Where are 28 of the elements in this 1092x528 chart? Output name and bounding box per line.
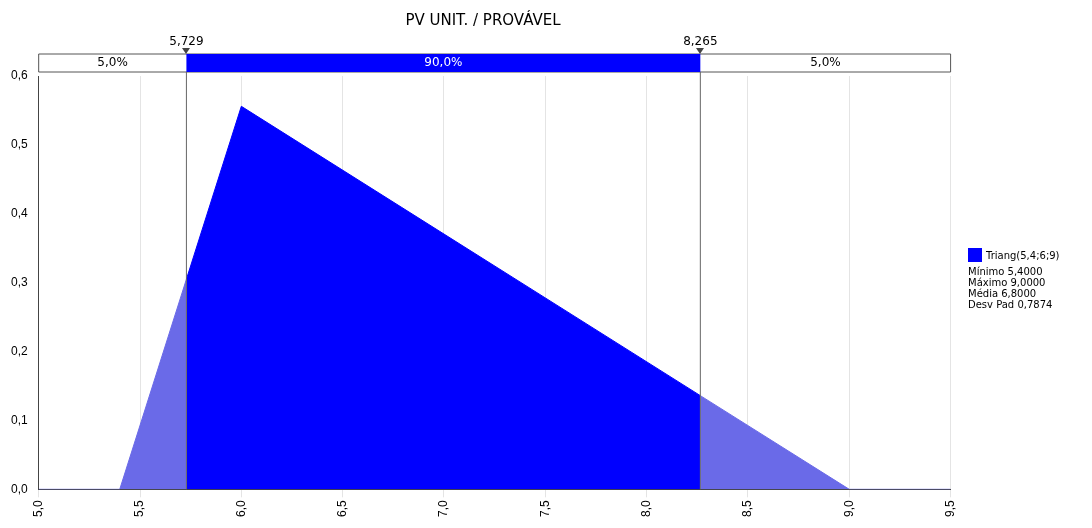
- y-tick-label: 0,3: [10, 274, 28, 289]
- y-tick-label: 0,6: [10, 68, 28, 83]
- x-tick-label: 5,5: [132, 500, 147, 518]
- x-tick-label: 5,0: [30, 500, 45, 518]
- y-tick-label: 0,1: [10, 412, 28, 427]
- text: 90,0%: [424, 55, 463, 70]
- x-tick-label: 6,0: [233, 500, 248, 518]
- y-tick-label: 0,2: [10, 343, 28, 358]
- x-tick-label: 8,5: [740, 500, 755, 518]
- x-tick-label: 7,0: [436, 500, 451, 518]
- y-tick-label: 0,5: [10, 137, 28, 152]
- ref-line-label: 8,265: [683, 34, 718, 49]
- y-tick-label: 0,4: [10, 206, 28, 221]
- x-tick-label: 6,5: [334, 500, 349, 518]
- text: Mínimo 5,4000: [968, 266, 1044, 277]
- chart-title: PV UNIT. / PROVÁVEL: [405, 9, 562, 29]
- x-tick-label: 9,0: [841, 500, 856, 518]
- ref-line-label: 5,729: [169, 34, 204, 49]
- text: Máximo 9,0000: [968, 277, 1047, 288]
- text: Média 6,8000: [968, 288, 1038, 299]
- text: 5,0%: [810, 55, 841, 70]
- x-tick-label: 8,0: [638, 500, 653, 518]
- y-tick-label: 0,0: [10, 481, 28, 496]
- x-tick-label: 9,5: [942, 500, 957, 518]
- legend-label: Triang(5,4;6;9): [986, 249, 1060, 261]
- text: 5,0%: [97, 55, 128, 70]
- text: Desv Pad 0,7874: [968, 299, 1054, 310]
- x-tick-label: 7,5: [537, 500, 552, 518]
